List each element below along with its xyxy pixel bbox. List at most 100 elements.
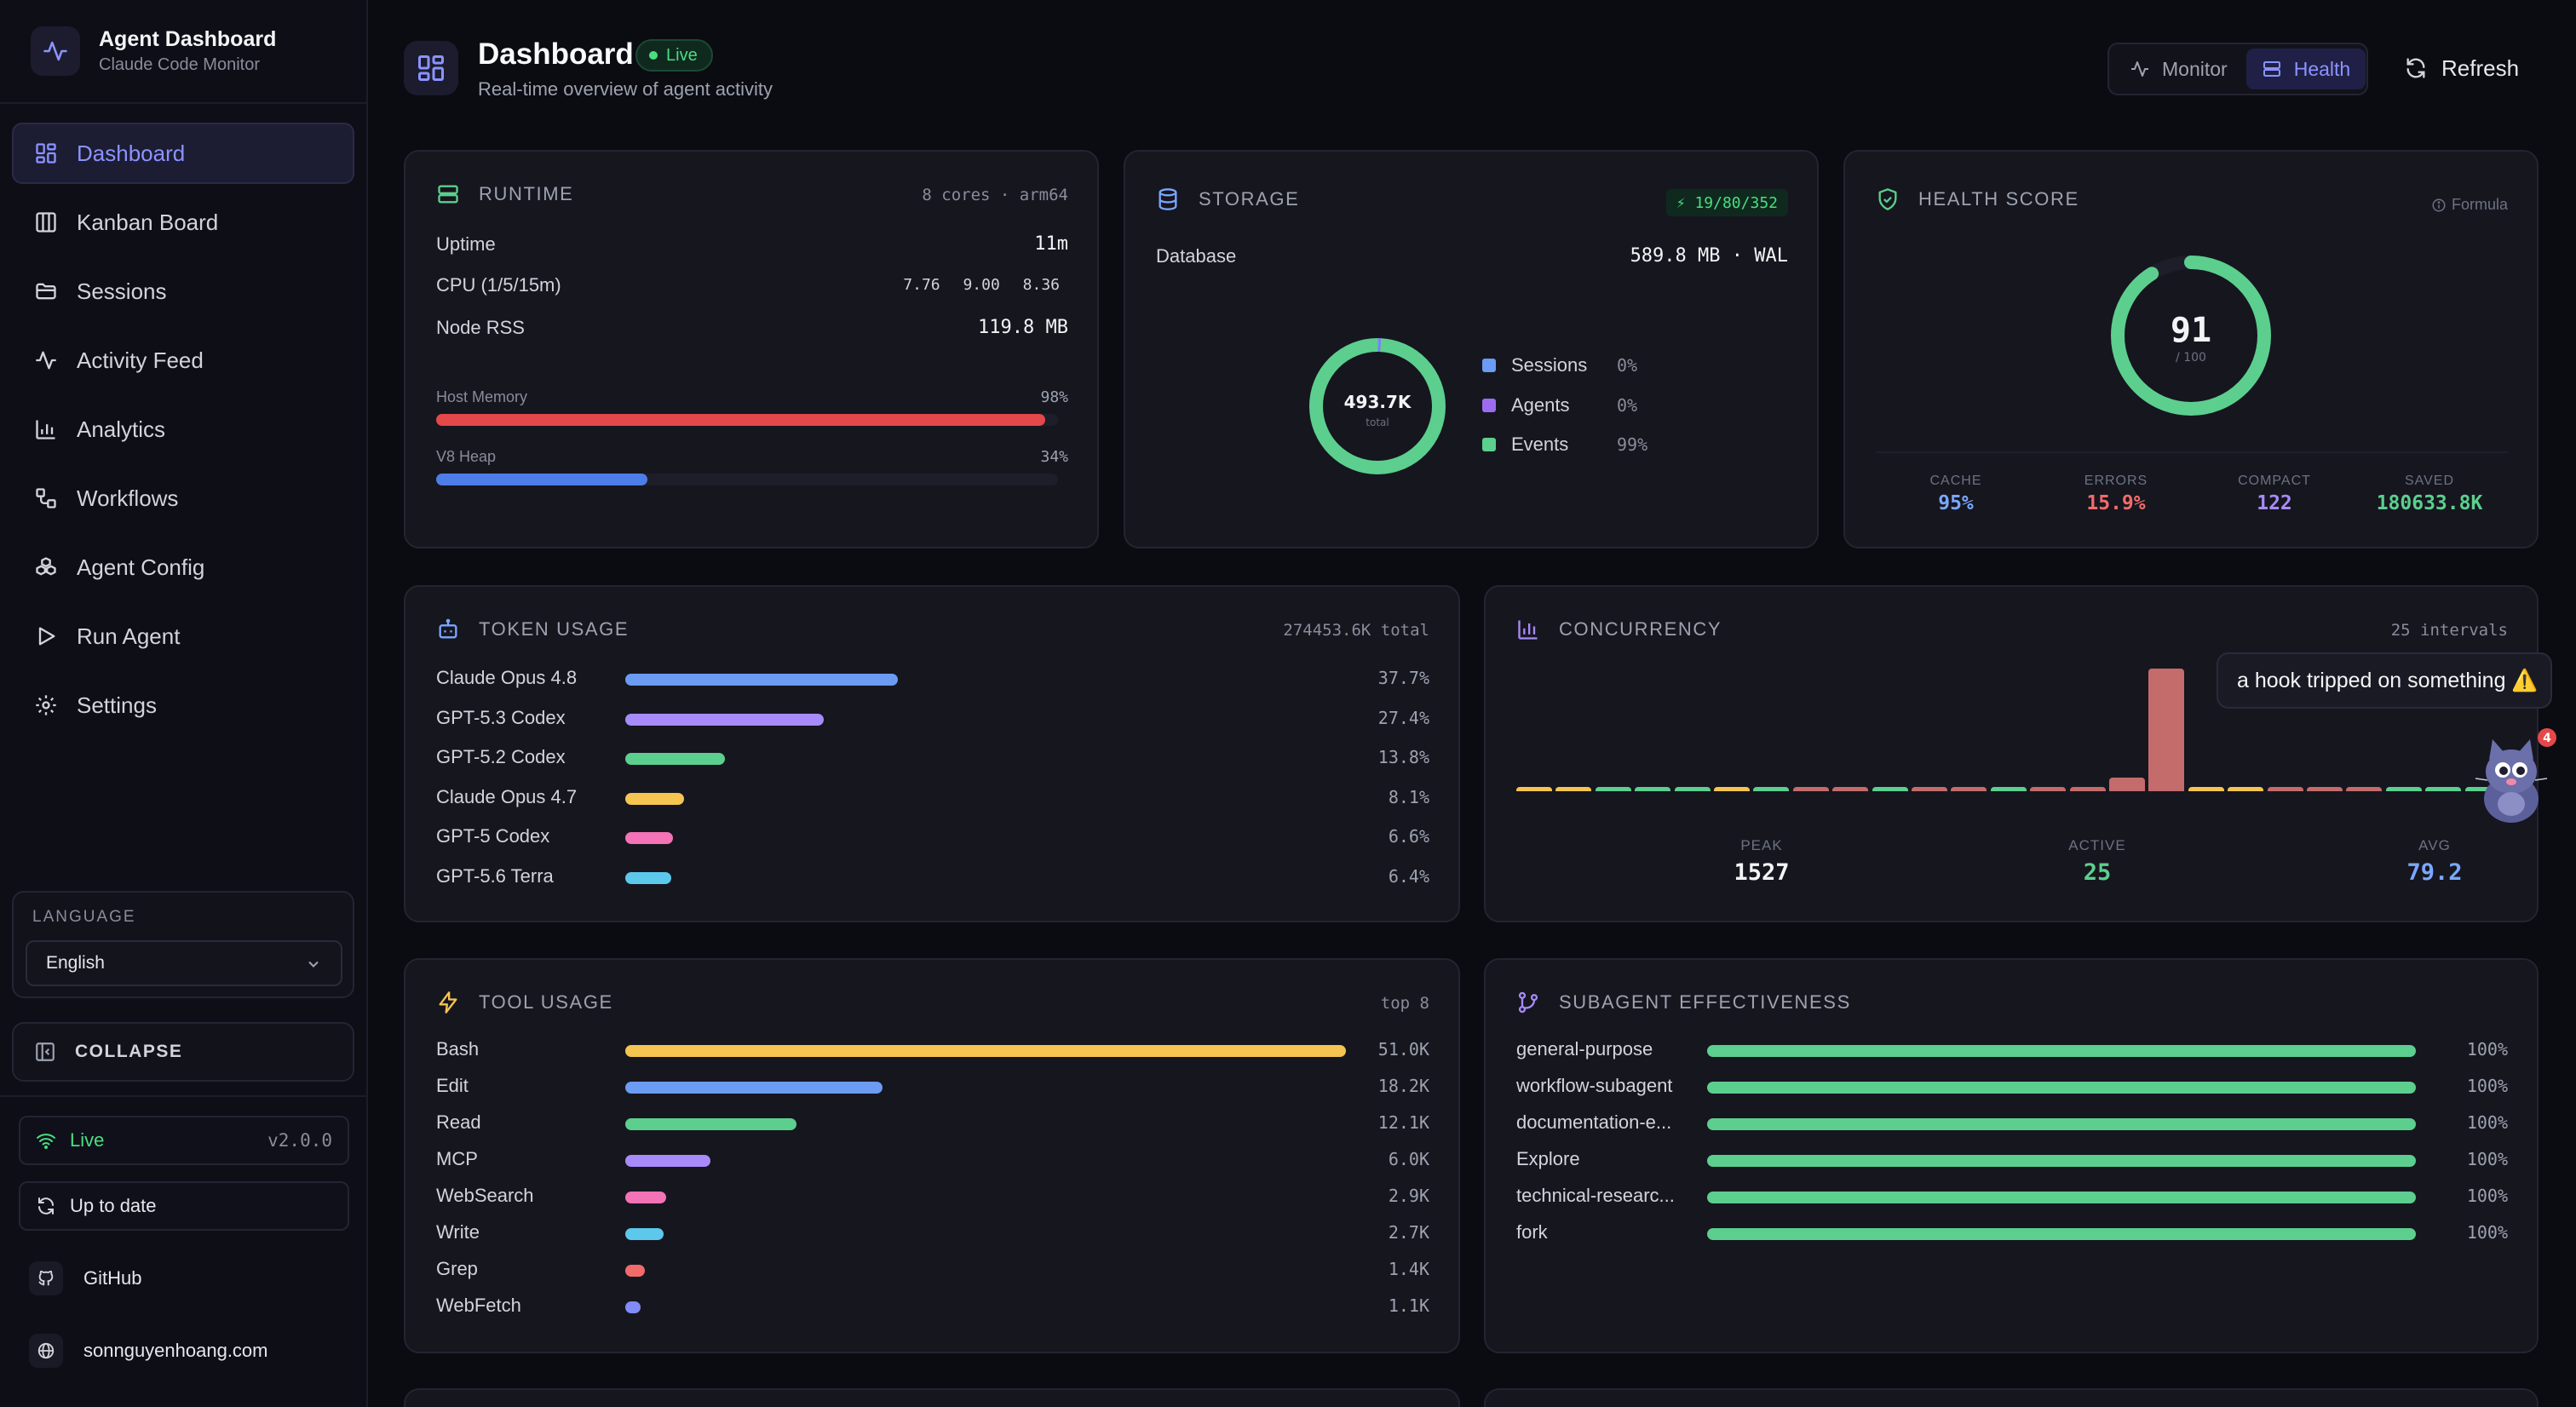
website-link[interactable]: sonnguyenhoang.com: [29, 1329, 268, 1372]
live-status: Live v2.0.0: [19, 1116, 349, 1165]
concurrency-bar: [2425, 787, 2462, 791]
language-select[interactable]: English: [26, 940, 342, 986]
stat-label: CACHE: [1929, 474, 1982, 488]
workflow-icon: [36, 488, 56, 508]
nav-label: Agent Config: [77, 554, 205, 580]
tool-count: 1.1K: [1388, 1295, 1429, 1316]
tool-name-label: Grep: [436, 1258, 478, 1279]
tool-count: 51.0K: [1377, 1039, 1429, 1060]
concurrency-bar: [2228, 787, 2264, 791]
subagent-name-label: general-purpose: [1516, 1038, 1653, 1060]
database-row: Database 589.8 MB · WAL: [1156, 245, 1788, 271]
toast-text: a hook tripped on something ⚠️: [2237, 668, 2539, 692]
subagent-name-label: Explore: [1516, 1148, 1580, 1169]
token-pct: 6.6%: [1388, 826, 1429, 847]
nav-item-agent-config[interactable]: Agent Config: [12, 537, 354, 598]
concurrency-bar: [1912, 787, 1947, 791]
stat-label: PEAK: [1740, 837, 1783, 853]
live-badge-label: Live: [666, 45, 698, 65]
stat-value: 25: [2083, 859, 2112, 886]
language-panel: LANGUAGE English: [12, 891, 354, 998]
concurrency-bar: [1555, 787, 1592, 791]
tool-usage-title: TOOL USAGE: [479, 991, 613, 1013]
subagent-name-label: technical-researc...: [1516, 1185, 1675, 1206]
refresh-button[interactable]: Refresh: [2404, 51, 2519, 85]
host-memory-label: Host Memory: [436, 388, 528, 405]
token-bar: [625, 713, 824, 726]
health-tab[interactable]: Health: [2245, 49, 2366, 89]
host-memory-bar: [436, 414, 1046, 426]
concurrency-bar: [1832, 787, 1869, 791]
update-status[interactable]: Up to date: [19, 1181, 349, 1231]
concurrency-meta: 25 intervals: [2390, 621, 2508, 640]
cpu-label: CPU (1/5/15m): [436, 274, 561, 296]
health-title: HEALTH SCORE: [1918, 188, 2079, 210]
brand[interactable]: Agent Dashboard Claude Code Monitor: [31, 24, 276, 78]
activity-icon: [2131, 61, 2148, 77]
concurrency-bar: [2188, 787, 2224, 791]
concurrency-bar: [1753, 787, 1790, 791]
folder-icon: [36, 283, 56, 300]
github-label: GitHub: [83, 1267, 142, 1289]
legend-swatch: [1482, 399, 1496, 412]
subagent-bar: [1707, 1192, 2416, 1203]
avg-stat: AVG 79.2: [2349, 837, 2520, 886]
nav-item-settings[interactable]: Settings: [12, 675, 354, 736]
legend-label: Sessions: [1511, 354, 1588, 376]
tool-name-label: Bash: [436, 1038, 480, 1060]
token-model-label: GPT-5.3 Codex: [436, 706, 566, 728]
nav-label: Kanban Board: [77, 209, 219, 235]
subagent-pct: 100%: [2466, 1149, 2508, 1169]
formula-link[interactable]: Formula: [2431, 196, 2508, 214]
token-usage-card: TOKEN USAGE 274453.6K total Claude Opus …: [404, 585, 1460, 922]
runtime-card: RUNTIME 8 cores · arm64 Uptime 11m CPU (…: [404, 150, 1099, 548]
concurrency-title: CONCURRENCY: [1559, 618, 1722, 640]
github-link[interactable]: GitHub: [29, 1257, 141, 1300]
token-bar: [625, 792, 684, 805]
stat-label: ACTIVE: [2068, 837, 2126, 853]
nav-label: Dashboard: [77, 140, 186, 166]
subagent-pct: 100%: [2466, 1222, 2508, 1243]
concurrency-bar: [2307, 787, 2343, 791]
tool-bar: [625, 1301, 641, 1313]
nav-item-workflows[interactable]: Workflows: [12, 468, 354, 529]
donut-segments: [1309, 338, 1446, 474]
git-branch-icon: [1518, 991, 1538, 1014]
database-label: Database: [1156, 245, 1237, 267]
refresh-label: Refresh: [2441, 55, 2520, 81]
server-icon: [2263, 61, 2280, 77]
card-title: TOKEN USAGE: [436, 617, 629, 641]
nav-item-dashboard[interactable]: Dashboard: [12, 123, 354, 184]
refresh-icon: [2406, 58, 2425, 78]
concurrency-bar: [1951, 787, 1987, 791]
legend-label: Events: [1511, 434, 1569, 455]
monitor-tab[interactable]: Monitor: [2114, 49, 2243, 89]
subagent-pct: 100%: [2466, 1039, 2508, 1060]
token-bar: [625, 872, 672, 884]
subagent-name-label: workflow-subagent: [1516, 1075, 1673, 1096]
stat-label: COMPACT: [2238, 474, 2311, 488]
token-usage-title: TOKEN USAGE: [479, 618, 630, 640]
nav-item-analytics[interactable]: Analytics: [12, 399, 354, 460]
page-subtitle: Real-time overview of agent activity: [478, 78, 773, 100]
collapse-button[interactable]: COLLAPSE: [12, 1022, 354, 1082]
subagent-bar: [1707, 1155, 2416, 1167]
legend-pct: 0%: [1617, 395, 1638, 416]
concurrency-bar: [1990, 787, 2027, 791]
page-title: Dashboard: [478, 37, 634, 71]
database-icon: [1159, 188, 1177, 210]
cat-mascot-icon[interactable]: 4: [2469, 726, 2562, 828]
token-pct: 6.4%: [1388, 866, 1429, 887]
nav-item-run-agent[interactable]: Run Agent: [12, 606, 354, 667]
nav-item-activity-feed[interactable]: Activity Feed: [12, 330, 354, 391]
tool-name-label: Read: [436, 1111, 481, 1133]
toast-notification[interactable]: a hook tripped on something ⚠️: [2217, 652, 2552, 709]
nav-item-kanban-board[interactable]: Kanban Board: [12, 192, 354, 253]
concurrency-bar: [2030, 787, 2067, 791]
tool-bar: [625, 1155, 710, 1167]
nav-label: Analytics: [77, 416, 166, 442]
tool-count: 1.4K: [1388, 1259, 1429, 1279]
nav-item-sessions[interactable]: Sessions: [12, 261, 354, 322]
health-gauge: 91 / 100: [2111, 256, 2271, 416]
tool-count: 2.7K: [1388, 1222, 1429, 1243]
